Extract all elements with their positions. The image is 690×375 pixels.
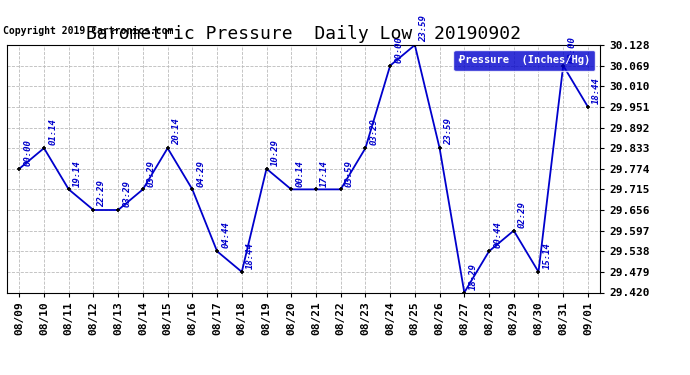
Point — [484, 248, 495, 254]
Point — [533, 269, 544, 275]
Text: 00:44: 00:44 — [493, 222, 502, 249]
Point — [409, 42, 420, 48]
Text: 03:29: 03:29 — [147, 160, 156, 187]
Point — [261, 166, 272, 172]
Point — [212, 248, 223, 254]
Text: 10:29: 10:29 — [270, 139, 279, 166]
Point — [286, 186, 297, 192]
Text: 17:14: 17:14 — [320, 160, 329, 187]
Text: 04:44: 04:44 — [221, 222, 230, 249]
Text: Copyright 2019 Cartronics.com: Copyright 2019 Cartronics.com — [3, 26, 174, 36]
Text: 04:29: 04:29 — [197, 160, 206, 187]
Point — [582, 104, 593, 110]
Point — [63, 186, 75, 192]
Point — [384, 63, 395, 69]
Point — [459, 290, 470, 296]
Text: 19:14: 19:14 — [73, 160, 82, 187]
Text: 18:29: 18:29 — [469, 263, 477, 290]
Text: 18:44: 18:44 — [592, 77, 601, 104]
Point — [509, 228, 520, 234]
Title: Barometric Pressure  Daily Low  20190902: Barometric Pressure Daily Low 20190902 — [86, 26, 521, 44]
Text: 00:14: 00:14 — [295, 160, 304, 187]
Point — [310, 186, 322, 192]
Point — [14, 166, 25, 172]
Point — [88, 207, 99, 213]
Point — [434, 145, 445, 151]
Text: 03:59: 03:59 — [345, 160, 354, 187]
Text: 15:14: 15:14 — [542, 242, 551, 269]
Text: 20:14: 20:14 — [172, 118, 181, 146]
Text: 01:14: 01:14 — [48, 118, 57, 146]
Text: 03:29: 03:29 — [122, 180, 131, 207]
Point — [39, 145, 50, 151]
Text: 23:59: 23:59 — [444, 118, 453, 146]
Text: 00:00: 00:00 — [23, 139, 32, 166]
Point — [558, 63, 569, 69]
Point — [360, 145, 371, 151]
Text: 22:29: 22:29 — [97, 180, 106, 207]
Text: 02:29: 02:29 — [518, 201, 527, 228]
Point — [236, 269, 247, 275]
Legend: Pressure  (Inches/Hg): Pressure (Inches/Hg) — [453, 50, 595, 70]
Point — [187, 186, 198, 192]
Point — [162, 145, 173, 151]
Text: 00:00: 00:00 — [567, 36, 576, 63]
Text: 03:29: 03:29 — [370, 118, 379, 146]
Text: 00:00: 00:00 — [394, 36, 403, 63]
Text: 23:59: 23:59 — [419, 15, 428, 42]
Point — [137, 186, 148, 192]
Point — [335, 186, 346, 192]
Point — [112, 207, 124, 213]
Text: 18:44: 18:44 — [246, 242, 255, 269]
